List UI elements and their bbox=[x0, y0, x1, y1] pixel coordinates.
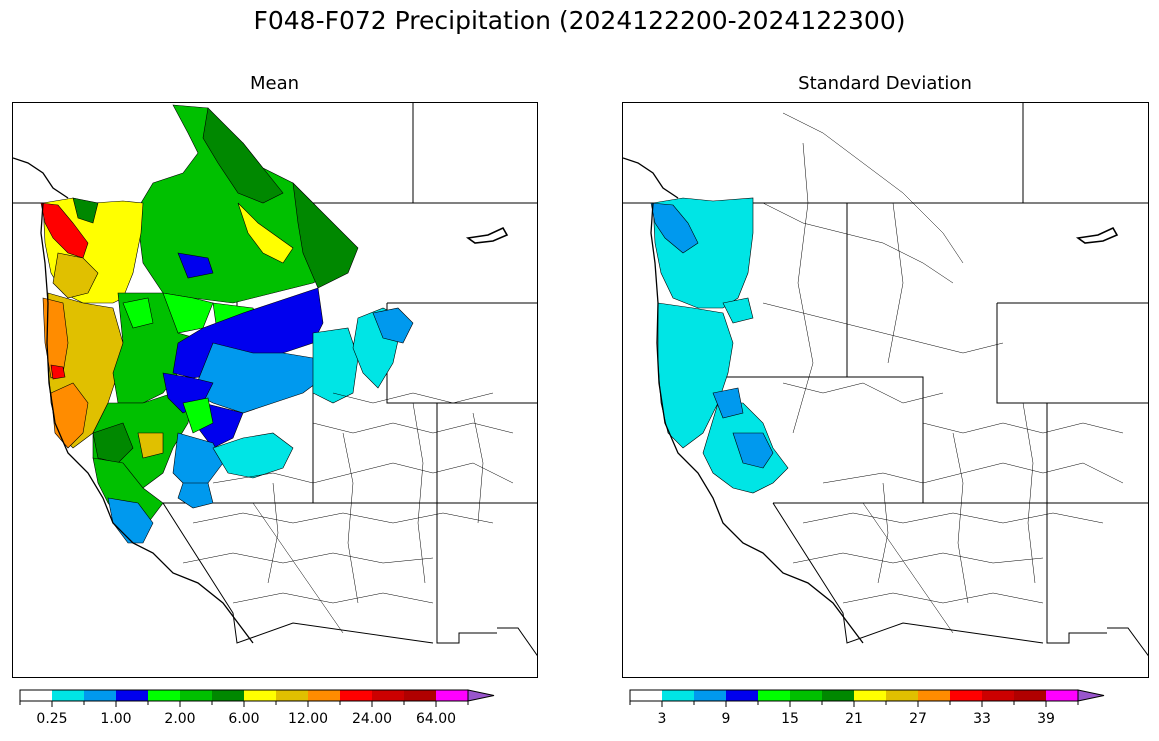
mean-colorbar-segment bbox=[276, 690, 308, 701]
std-map bbox=[622, 102, 1149, 678]
mean-colorbar-segment bbox=[340, 690, 372, 701]
mean-map-svg bbox=[13, 103, 537, 657]
std-colorbar-segment bbox=[790, 690, 822, 701]
mean-colorbar-segment bbox=[212, 690, 244, 701]
mean-colorbar-tick-label: 64.00 bbox=[416, 711, 456, 727]
mean-colorbar-tick-label: 2.00 bbox=[164, 711, 195, 727]
std-colorbar-tick-label: 21 bbox=[845, 711, 863, 727]
mean-colorbar-tick-label: 0.25 bbox=[36, 711, 67, 727]
std-colorbar-tick-label: 15 bbox=[781, 711, 799, 727]
std-colorbar-segment bbox=[630, 690, 662, 701]
mean-colorbar-segment bbox=[244, 690, 276, 701]
mean-colorbar-extend-arrow bbox=[467, 689, 495, 702]
mean-colorbar: 0.25 1.00 2.00 6.00 12.00 24.00 64.00 bbox=[19, 689, 495, 727]
std-colorbar-segment bbox=[918, 690, 950, 701]
mean-colorbar-segment bbox=[116, 690, 148, 701]
mean-basin-outlines bbox=[182, 392, 514, 634]
mean-colorbar-segment bbox=[308, 690, 340, 701]
std-colorbar-segment bbox=[950, 690, 982, 701]
mean-colorbar-segment bbox=[436, 690, 468, 701]
std-colorbar-segment bbox=[662, 690, 694, 701]
std-colorbar-segment bbox=[886, 690, 918, 701]
std-colorbar-segment bbox=[854, 690, 886, 701]
std-basin-outlines bbox=[762, 112, 1124, 634]
std-colorbar-segment bbox=[822, 690, 854, 701]
mean-colorbar-tick-label: 6.00 bbox=[228, 711, 259, 727]
std-colorbar-segment bbox=[1014, 690, 1046, 701]
mean-colorbar-segment bbox=[20, 690, 52, 701]
std-colorbar-tick-label: 27 bbox=[909, 711, 927, 727]
mean-colorbar-tick-label: 24.00 bbox=[352, 711, 392, 727]
mean-colorbar-tick-label: 1.00 bbox=[100, 711, 131, 727]
std-colorbar-tick-label: 3 bbox=[658, 711, 667, 727]
std-colorbar-segment bbox=[1046, 690, 1078, 701]
std-basins bbox=[623, 157, 1119, 644]
mean-colorbar-segment bbox=[404, 690, 436, 701]
mean-colorbar-segment bbox=[84, 690, 116, 701]
std-panel-title: Standard Deviation bbox=[798, 73, 972, 94]
std-colorbar-segment bbox=[726, 690, 758, 701]
std-map-svg bbox=[623, 103, 1148, 657]
mean-map bbox=[12, 102, 538, 678]
std-colorbar-segment bbox=[694, 690, 726, 701]
figure-title: F048-F072 Precipitation (2024122200-2024… bbox=[253, 6, 906, 35]
std-colorbar-extend-arrow bbox=[1077, 689, 1105, 702]
std-colorbar-segment bbox=[982, 690, 1014, 701]
mean-panel-title: Mean bbox=[249, 73, 300, 94]
mean-colorbar-tick-label: 12.00 bbox=[288, 711, 328, 727]
std-colorbar-tick-label: 33 bbox=[973, 711, 991, 727]
std-colorbar-segment bbox=[758, 690, 790, 701]
mean-colorbar-segment bbox=[372, 690, 404, 701]
mean-colorbar-segment bbox=[148, 690, 180, 701]
mean-colorbar-segment bbox=[180, 690, 212, 701]
std-colorbar-tick-label: 9 bbox=[722, 711, 731, 727]
std-colorbar-tick-label: 39 bbox=[1037, 711, 1055, 727]
std-state-borders bbox=[623, 103, 1148, 657]
std-colorbar: 3 9 15 21 27 33 39 bbox=[629, 689, 1105, 727]
mean-basins bbox=[13, 104, 509, 644]
mean-colorbar-segment bbox=[52, 690, 84, 701]
